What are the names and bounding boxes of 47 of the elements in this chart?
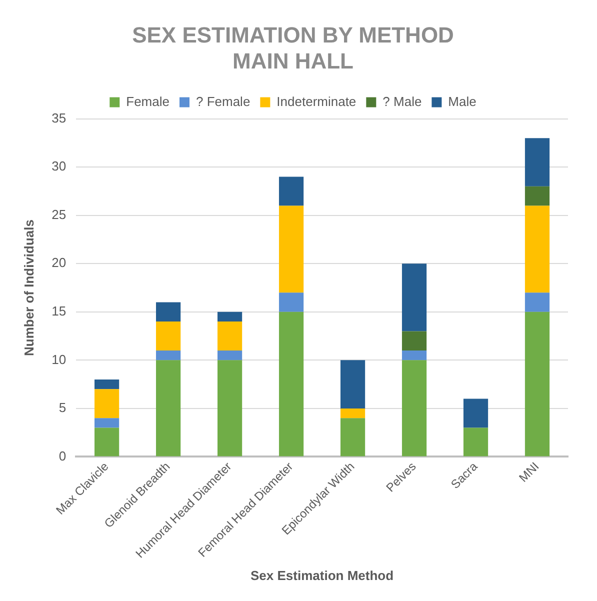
bar (402, 264, 427, 332)
bar (340, 360, 366, 408)
bar (217, 312, 242, 322)
bar (217, 360, 242, 456)
bar (156, 302, 181, 322)
bar (94, 379, 120, 390)
bar (524, 206, 550, 293)
y-tick-label: 20 (52, 255, 66, 270)
bar (402, 331, 427, 351)
bar (524, 138, 550, 186)
x-tick-label: MNI (516, 459, 542, 485)
bar (156, 322, 181, 351)
y-tick-label: 25 (52, 206, 66, 222)
y-tick-label: 35 (52, 110, 66, 126)
legend-label: Male (448, 94, 476, 109)
bar (340, 408, 366, 418)
bar (156, 360, 181, 456)
legend-label: Female (126, 94, 170, 109)
bar (402, 360, 427, 456)
bar (340, 418, 366, 456)
bar (94, 389, 120, 418)
bar (524, 186, 550, 206)
bar (524, 292, 550, 312)
bar (217, 350, 242, 360)
legend-label: Indeterminate (276, 94, 356, 109)
bar (402, 350, 427, 360)
legend-label: ? Male (382, 94, 422, 109)
bar (94, 428, 120, 456)
bar (156, 350, 181, 360)
y-tick-label: 10 (52, 352, 66, 367)
bar (463, 398, 488, 428)
legend-label: ? Female (196, 94, 250, 109)
y-axis-title: Number of Individuals (21, 220, 36, 356)
y-tick-label: 5 (58, 400, 66, 416)
bar (278, 292, 304, 312)
y-tick-label: 30 (52, 158, 66, 174)
y-tick-label: 0 (58, 448, 66, 464)
x-axis-title: Sex Estimation Method (250, 568, 394, 583)
bar (94, 418, 120, 428)
y-tick-label: 15 (52, 303, 66, 318)
bar (278, 206, 304, 293)
bar (217, 322, 242, 351)
bar (524, 312, 550, 456)
bar (278, 176, 304, 206)
chart-title: SEX ESTIMATION BY METHOD MAIN HALL (132, 22, 454, 74)
bar (463, 428, 488, 456)
bar (278, 312, 304, 456)
